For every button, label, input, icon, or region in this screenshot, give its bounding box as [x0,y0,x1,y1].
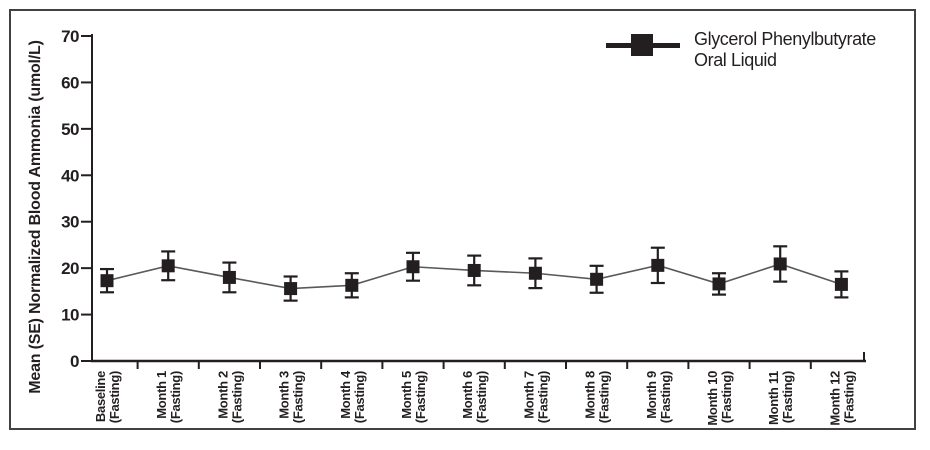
data-point-marker [712,277,726,291]
x-category-label: Month 10 [705,371,720,426]
legend-series-label: Glycerol Phenylbutyrate Oral Liquid [694,29,914,71]
y-axis-tick-label: 50 [61,120,79,139]
data-point-marker [161,259,175,273]
y-axis-tick-label: 60 [61,73,79,92]
data-point-marker [100,274,114,288]
x-category-sublabel: (Fasting) [474,371,489,423]
x-category-label: Month 2 [215,371,230,419]
y-axis-tick-label: 0 [70,352,79,371]
x-category-sublabel: (Fasting) [780,371,795,423]
x-category-sublabel: (Fasting) [168,371,183,423]
x-category-sublabel: (Fasting) [535,371,550,423]
data-point-marker [406,260,420,274]
y-axis-tick-label: 10 [61,306,79,325]
y-axis-tick-label: 20 [61,259,79,278]
legend-square-marker-icon [631,34,653,56]
x-category-sublabel: (Fasting) [352,371,367,423]
data-point-marker [651,258,665,272]
x-category-label: Month 11 [766,371,781,425]
x-category-label: Month 12 [827,371,842,426]
x-category-sublabel: (Fasting) [291,371,306,423]
x-category-sublabel: (Fasting) [597,371,612,423]
x-category-sublabel: (Fasting) [719,371,734,423]
x-category-label: Baseline [93,371,108,422]
x-category-sublabel: (Fasting) [107,371,122,423]
x-category-sublabel: (Fasting) [658,371,673,423]
x-category-sublabel: (Fasting) [413,371,428,423]
data-point-marker [467,263,481,277]
data-point-marker [528,266,542,280]
x-category-label: Month 3 [277,371,292,419]
data-point-marker [590,272,604,286]
data-point-marker [222,270,236,284]
x-category-label: Month 6 [460,371,475,419]
y-axis-tick-label: 70 [61,27,79,46]
legend-series-label-line2: Oral Liquid [694,50,777,70]
data-point-marker [284,282,298,296]
x-category-label: Month 4 [338,370,353,419]
data-point-marker [773,257,787,271]
x-category-label: Month 9 [644,371,659,419]
x-category-label: Month 7 [521,371,536,419]
y-axis-tick-label: 40 [61,166,79,185]
x-category-label: Month 8 [583,371,598,419]
data-point-marker [345,278,359,292]
x-category-label: Month 5 [399,371,414,419]
x-category-label: Month 1 [154,371,169,419]
y-axis-tick-label: 30 [61,213,79,232]
x-category-sublabel: (Fasting) [841,371,856,423]
legend-series-label-line1: Glycerol Phenylbutyrate [694,29,876,49]
x-category-sublabel: (Fasting) [229,371,244,423]
data-point-marker [834,277,848,291]
